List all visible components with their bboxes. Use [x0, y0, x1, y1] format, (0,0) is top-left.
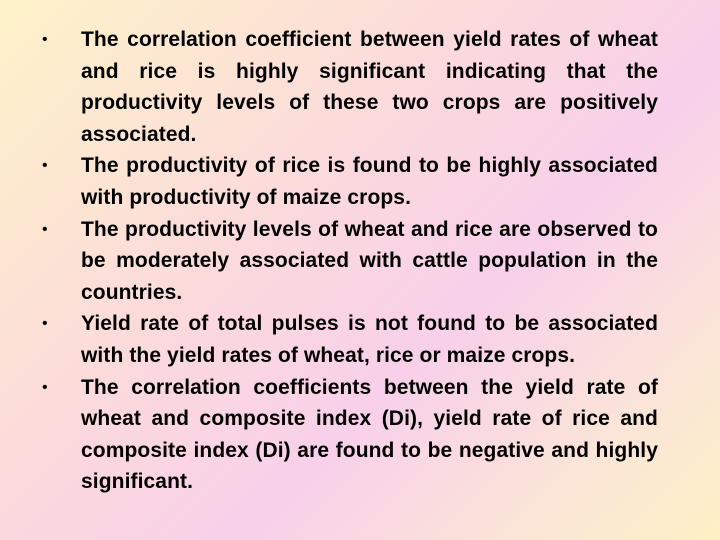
bullet-marker: • [42, 31, 48, 48]
slide-content: • The correlation coefficient between yi… [0, 24, 720, 498]
bullet-text: The correlation coefficients between the… [81, 375, 658, 494]
bullet-text: The correlation coefficient between yiel… [81, 28, 658, 146]
bullet-text: Yield rate of total pulses is not found … [81, 312, 658, 367]
bullet-marker: • [42, 157, 48, 175]
bullet-marker: • [42, 315, 48, 333]
bullet-item-2: • The productivity of rice is found to b… [0, 150, 658, 213]
bullet-item-1: • The correlation coefficient between yi… [0, 24, 658, 150]
bullet-marker: • [42, 378, 48, 396]
bullet-text: The productivity of rice is found to be … [81, 154, 658, 209]
bullet-item-4: • Yield rate of total pulses is not foun… [0, 308, 658, 371]
bullet-marker: • [42, 220, 48, 238]
bullet-text: The productivity levels of wheat and ric… [81, 217, 658, 304]
bullet-item-3: • The productivity levels of wheat and r… [0, 214, 658, 309]
bullet-item-5: • The correlation coefficients between t… [0, 372, 658, 498]
bullet-list: • The correlation coefficient between yi… [0, 24, 720, 498]
